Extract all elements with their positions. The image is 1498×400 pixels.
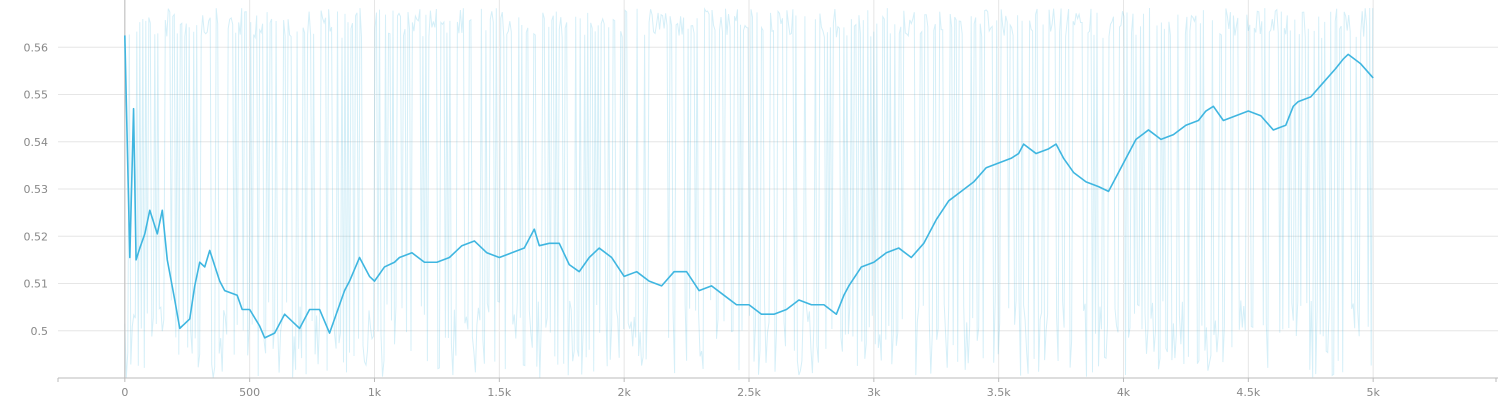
y-tick-label: 0.51	[24, 278, 49, 291]
x-tick-label: 4k	[1117, 386, 1131, 399]
y-tick-label: 0.5	[31, 325, 49, 338]
x-tick-label: 500	[239, 386, 260, 399]
x-tick-label: 3.5k	[987, 386, 1011, 399]
x-tick-label: 0	[121, 386, 128, 399]
series-layer	[124, 35, 1374, 339]
grid	[58, 0, 1498, 378]
x-tick-label: 3k	[867, 386, 881, 399]
smoothed-series-line	[124, 35, 1374, 339]
x-tick-label: 2k	[617, 386, 631, 399]
raw-data-noise	[124, 7, 1374, 378]
y-tick-label: 0.52	[24, 230, 49, 243]
x-tick-label: 2.5k	[737, 386, 761, 399]
y-tick-label: 0.55	[24, 89, 49, 102]
y-tick-label: 0.53	[24, 183, 49, 196]
x-tick-label: 1.5k	[487, 386, 511, 399]
x-tick-label: 4.5k	[1236, 386, 1260, 399]
x-tick-labels: 0 500 1k 1.5k 2k 2.5k 3k 3.5k 4k 4.5k 5k	[121, 386, 1380, 399]
raw-series-line	[124, 7, 1374, 378]
y-tick-label: 0.56	[24, 41, 49, 54]
y-tick-labels: 0.5 0.51 0.52 0.53 0.54 0.55 0.56	[24, 41, 49, 338]
x-tick-label: 1k	[368, 386, 382, 399]
y-tick-label: 0.54	[24, 136, 49, 149]
x-tick-label: 5k	[1366, 386, 1380, 399]
